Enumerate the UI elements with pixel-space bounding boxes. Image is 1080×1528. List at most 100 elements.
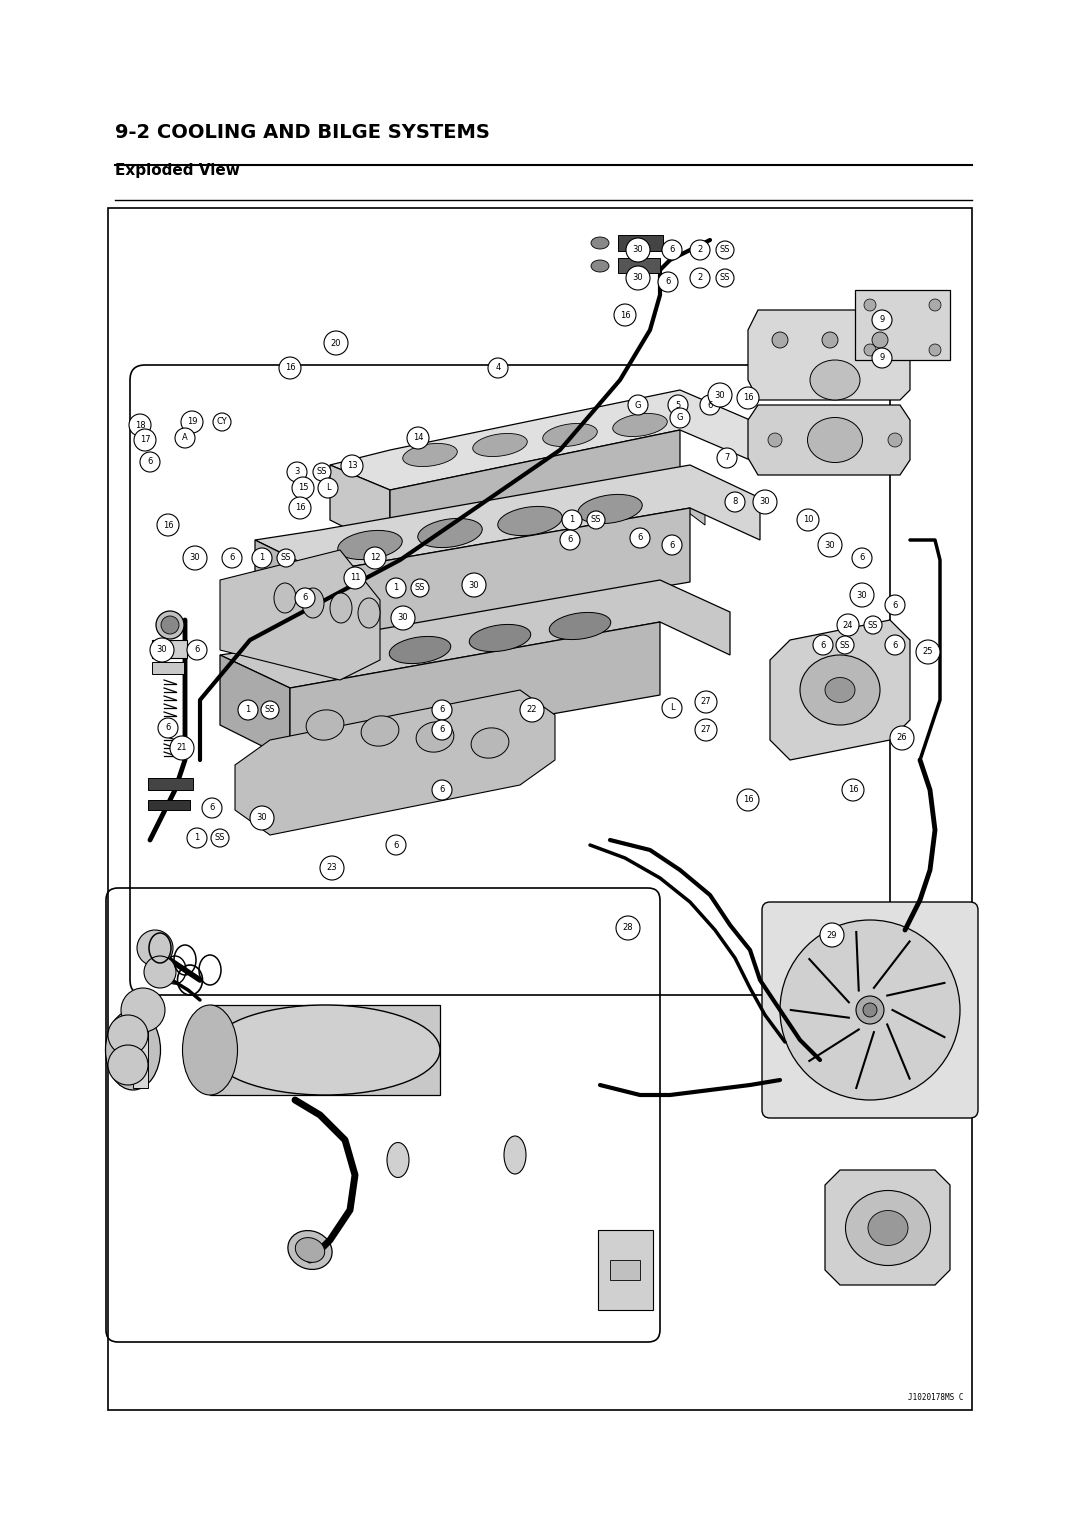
Circle shape xyxy=(836,636,854,654)
Circle shape xyxy=(211,830,229,847)
Circle shape xyxy=(820,923,843,947)
Circle shape xyxy=(249,805,274,830)
Circle shape xyxy=(432,700,453,720)
Text: 6: 6 xyxy=(440,785,445,795)
Text: 19: 19 xyxy=(187,417,198,426)
Text: 6: 6 xyxy=(147,457,152,466)
Text: SS: SS xyxy=(840,640,850,649)
Circle shape xyxy=(725,492,745,512)
Circle shape xyxy=(519,698,544,723)
Circle shape xyxy=(662,535,681,555)
Ellipse shape xyxy=(808,417,863,463)
Ellipse shape xyxy=(872,332,888,348)
Circle shape xyxy=(158,718,178,738)
Circle shape xyxy=(708,384,732,406)
Circle shape xyxy=(626,238,650,261)
Ellipse shape xyxy=(810,361,860,400)
Polygon shape xyxy=(235,691,555,834)
Circle shape xyxy=(696,691,717,714)
Text: 30: 30 xyxy=(157,645,167,654)
Polygon shape xyxy=(330,465,390,550)
Text: 16: 16 xyxy=(620,310,631,319)
Circle shape xyxy=(626,266,650,290)
Ellipse shape xyxy=(108,1015,148,1054)
Text: 2: 2 xyxy=(698,246,703,255)
Ellipse shape xyxy=(106,1010,161,1089)
Text: 30: 30 xyxy=(759,498,770,506)
Text: 2: 2 xyxy=(698,274,703,283)
Text: 6: 6 xyxy=(440,726,445,735)
Ellipse shape xyxy=(846,1190,931,1265)
Text: 11: 11 xyxy=(350,573,361,582)
Ellipse shape xyxy=(863,1002,877,1018)
Text: 23: 23 xyxy=(326,863,337,872)
Text: 30: 30 xyxy=(469,581,480,590)
Polygon shape xyxy=(320,507,690,645)
Text: 15: 15 xyxy=(298,483,308,492)
Bar xyxy=(148,801,190,810)
Text: 3: 3 xyxy=(295,468,299,477)
Circle shape xyxy=(753,490,777,513)
Text: 13: 13 xyxy=(347,461,357,471)
Text: 30: 30 xyxy=(257,813,268,822)
Text: 6: 6 xyxy=(892,640,897,649)
Circle shape xyxy=(700,396,720,416)
Circle shape xyxy=(850,584,874,607)
Ellipse shape xyxy=(357,597,380,628)
Circle shape xyxy=(864,616,882,634)
Circle shape xyxy=(916,640,940,665)
Ellipse shape xyxy=(929,344,941,356)
Circle shape xyxy=(181,411,203,432)
Text: 29: 29 xyxy=(827,931,837,940)
Text: 17: 17 xyxy=(139,435,150,445)
Ellipse shape xyxy=(302,588,324,617)
Circle shape xyxy=(462,573,486,597)
Text: SS: SS xyxy=(265,706,275,715)
Circle shape xyxy=(386,834,406,856)
Polygon shape xyxy=(390,429,680,550)
Circle shape xyxy=(364,547,386,568)
Circle shape xyxy=(872,310,892,330)
Circle shape xyxy=(872,348,892,368)
Polygon shape xyxy=(825,1170,950,1285)
Circle shape xyxy=(885,636,905,656)
Ellipse shape xyxy=(403,443,457,466)
Text: 7: 7 xyxy=(725,454,730,463)
Circle shape xyxy=(320,856,345,880)
Text: 6: 6 xyxy=(210,804,215,813)
Circle shape xyxy=(670,408,690,428)
Text: Exploded View: Exploded View xyxy=(114,163,240,177)
Text: 6: 6 xyxy=(165,723,171,732)
Polygon shape xyxy=(220,581,730,688)
Text: 4: 4 xyxy=(496,364,501,373)
Circle shape xyxy=(175,428,195,448)
Circle shape xyxy=(690,267,710,287)
Text: J1020178MS C: J1020178MS C xyxy=(908,1394,964,1403)
Text: 1: 1 xyxy=(245,706,251,715)
Ellipse shape xyxy=(295,1238,325,1262)
Circle shape xyxy=(238,700,258,720)
Bar xyxy=(148,778,193,790)
Circle shape xyxy=(187,640,207,660)
Text: 6: 6 xyxy=(892,601,897,610)
Polygon shape xyxy=(355,492,705,571)
Ellipse shape xyxy=(612,414,667,437)
Bar xyxy=(152,640,187,659)
Ellipse shape xyxy=(330,593,352,623)
Text: 6: 6 xyxy=(567,535,572,544)
Text: 20: 20 xyxy=(330,339,341,347)
Circle shape xyxy=(202,798,222,817)
Bar xyxy=(133,1012,148,1088)
Text: 1: 1 xyxy=(259,553,265,562)
Circle shape xyxy=(658,272,678,292)
Text: 16: 16 xyxy=(295,504,306,512)
Ellipse shape xyxy=(121,989,165,1031)
Circle shape xyxy=(289,497,311,520)
Ellipse shape xyxy=(864,344,876,356)
Text: 6: 6 xyxy=(194,645,200,654)
Text: 16: 16 xyxy=(848,785,859,795)
Text: 1: 1 xyxy=(393,584,399,593)
Bar xyxy=(210,1005,440,1096)
Text: 30: 30 xyxy=(856,590,867,599)
Text: 8: 8 xyxy=(732,498,738,506)
